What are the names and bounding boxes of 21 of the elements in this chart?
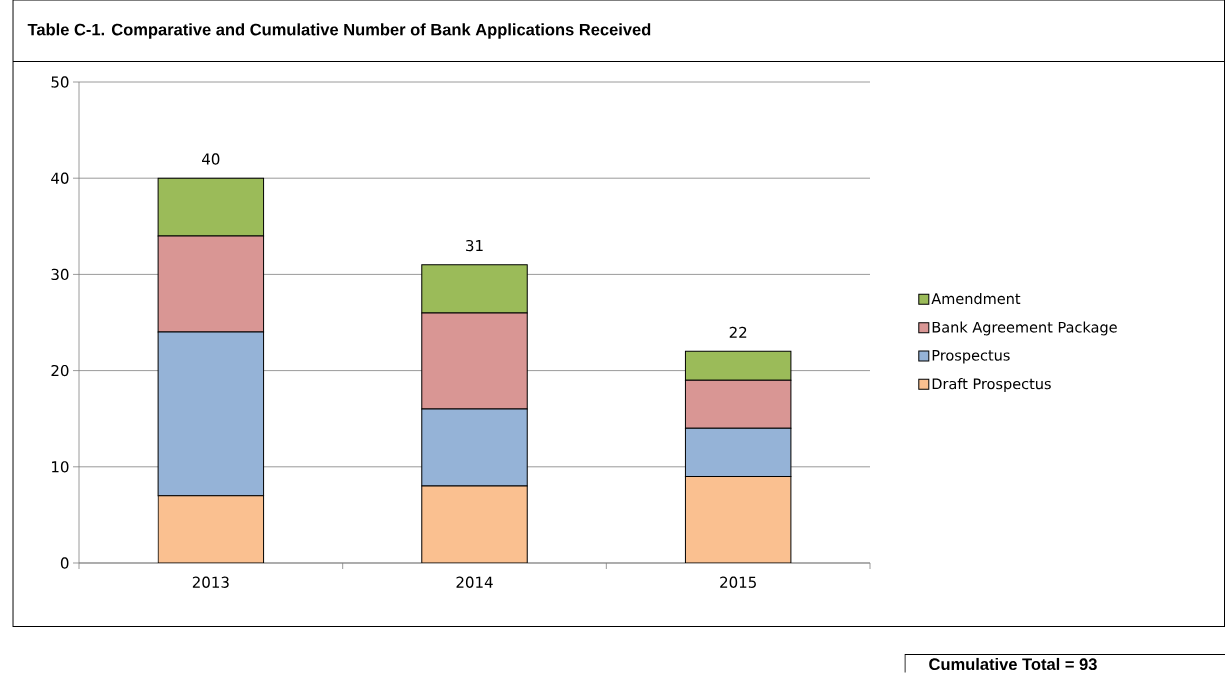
y-tick-label: 30	[51, 268, 69, 281]
total-label: 31	[466, 239, 483, 252]
legend-label: Prospectus	[932, 349, 1010, 364]
x-tick-label: 2015	[720, 576, 756, 588]
bar	[157, 495, 265, 563]
legend-label: Bank Agreement Package	[932, 321, 1117, 336]
chart-title: Table C-1. Comparative and Cumulative Number of Bank Applications Received	[27, 23, 651, 39]
bar	[421, 485, 528, 563]
y-tick-label: 50	[51, 76, 69, 88]
x-tick-label: 2013	[192, 576, 229, 588]
legend-label: Amendment	[931, 292, 1021, 305]
y-tick-label: 10	[52, 461, 69, 473]
total-label: 40	[202, 153, 220, 165]
y-tick-label: 20	[51, 364, 69, 377]
y-tick-label: 40	[51, 172, 69, 184]
total-label: 22	[729, 326, 747, 338]
text: Cumulative Total = 93	[929, 657, 1097, 671]
y-tick-label: 0	[60, 557, 69, 569]
legend-label: Draft Prospectus	[932, 378, 1051, 393]
x-tick-label: 2014	[456, 576, 493, 588]
bar	[684, 475, 792, 563]
